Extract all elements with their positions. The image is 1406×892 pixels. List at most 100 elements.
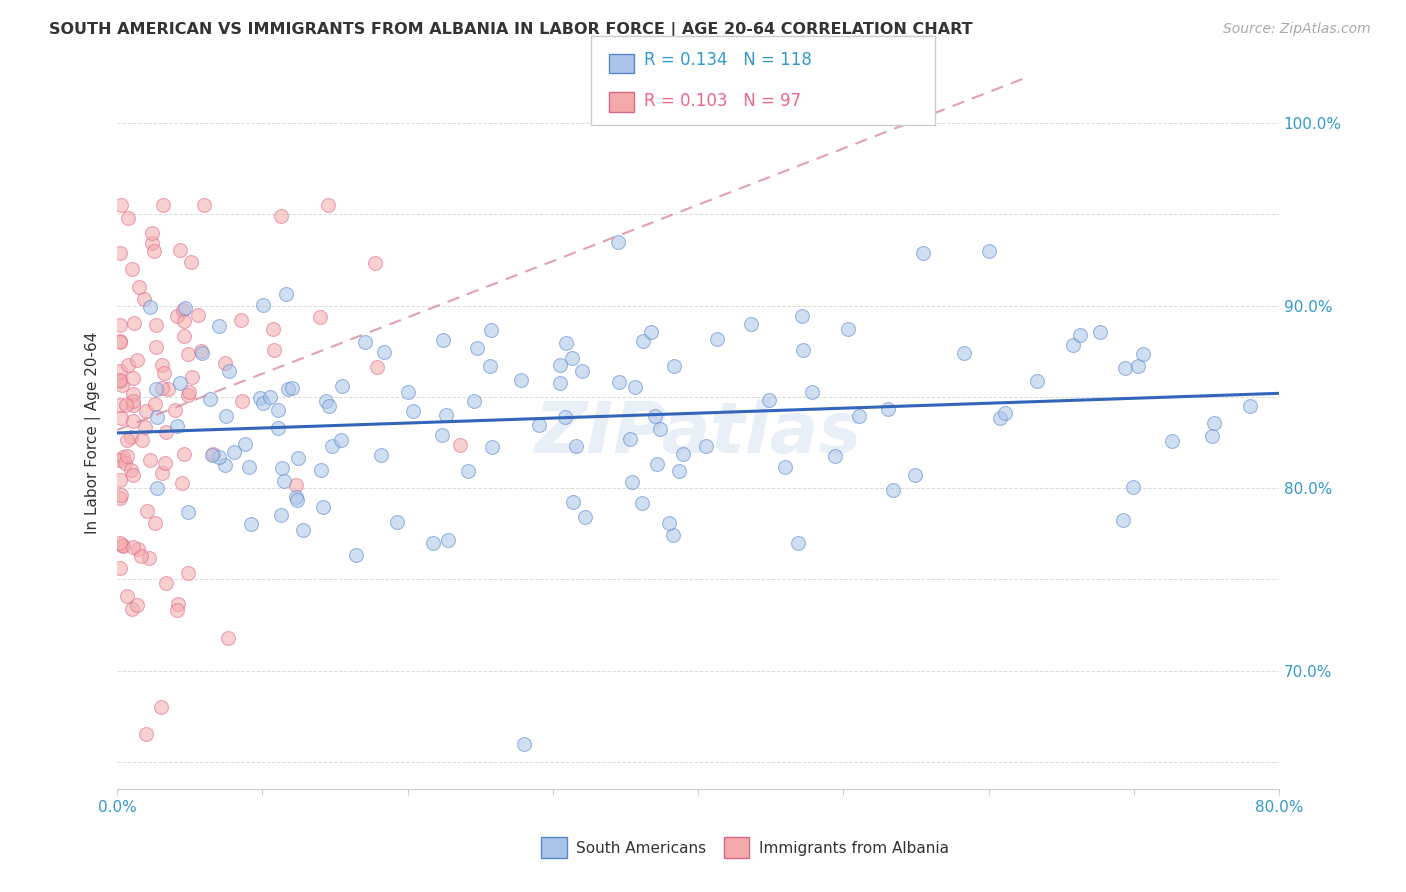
Point — [108, 374, 131, 388]
Point — [1090, 325, 1112, 339]
Point — [173, 314, 195, 328]
Point — [904, 468, 927, 483]
Point — [146, 410, 169, 425]
Point — [127, 598, 149, 612]
Point — [366, 360, 388, 375]
Point — [706, 332, 728, 346]
Point — [120, 430, 142, 444]
Point — [155, 456, 177, 470]
Point — [1202, 417, 1225, 431]
Point — [190, 346, 212, 360]
Point — [108, 491, 131, 506]
Point — [311, 463, 333, 477]
Point — [1114, 361, 1136, 376]
Point — [150, 467, 173, 481]
Point — [437, 533, 460, 548]
Point — [668, 464, 690, 478]
Point — [277, 382, 299, 396]
Point — [1069, 327, 1091, 342]
Point — [125, 353, 148, 368]
Point — [166, 309, 188, 323]
Point — [108, 245, 131, 260]
Point — [422, 536, 444, 550]
Point — [167, 597, 190, 611]
Point — [176, 347, 198, 361]
Point — [330, 433, 353, 447]
Point — [801, 385, 824, 400]
Point — [658, 516, 681, 531]
Point — [385, 515, 408, 529]
Point — [824, 449, 846, 463]
Point — [177, 566, 200, 581]
Point — [285, 490, 308, 504]
Point — [344, 548, 367, 562]
Point — [152, 198, 174, 212]
Point — [1112, 513, 1135, 527]
Point — [1161, 434, 1184, 449]
Point — [108, 398, 131, 412]
Point — [402, 404, 425, 418]
Point — [792, 343, 814, 358]
Point — [287, 492, 309, 507]
Point — [273, 475, 295, 489]
Point — [108, 334, 131, 348]
Point — [141, 226, 163, 240]
Point — [201, 449, 224, 463]
Point — [672, 447, 695, 461]
Point — [321, 439, 343, 453]
Point — [650, 422, 672, 436]
Point — [619, 432, 641, 446]
Point — [132, 292, 155, 306]
Point — [574, 509, 596, 524]
Point — [773, 459, 796, 474]
Point — [432, 333, 454, 347]
Point — [550, 358, 572, 372]
Text: ZIPatlas: ZIPatlas — [534, 399, 862, 467]
Point — [173, 329, 195, 343]
Point — [122, 540, 145, 554]
Point — [120, 463, 142, 477]
Point — [108, 363, 131, 377]
Point — [190, 344, 212, 359]
Point — [270, 508, 292, 523]
Point — [136, 504, 159, 518]
Point — [117, 211, 139, 225]
Point — [787, 536, 810, 550]
Point — [111, 378, 134, 392]
Point — [108, 318, 131, 333]
Point — [127, 542, 149, 557]
Point — [463, 394, 485, 409]
Point — [554, 410, 576, 425]
Point — [479, 359, 502, 373]
Point — [630, 496, 652, 510]
Point — [513, 737, 536, 751]
Point — [548, 376, 571, 390]
Point — [240, 517, 263, 532]
Point — [624, 380, 647, 394]
Point — [121, 414, 143, 428]
Point — [146, 481, 169, 495]
Point — [1201, 428, 1223, 442]
Text: R = 0.134   N = 118: R = 0.134 N = 118 — [644, 51, 811, 69]
Point — [139, 453, 162, 467]
Point — [173, 446, 195, 460]
Point — [218, 364, 240, 378]
Point — [285, 478, 308, 492]
Point — [465, 341, 488, 355]
Point — [198, 392, 221, 406]
Point — [396, 385, 419, 400]
Point — [122, 468, 145, 483]
Point — [262, 321, 284, 335]
Point — [111, 539, 134, 553]
Point — [554, 335, 576, 350]
Point — [108, 452, 131, 467]
Point — [177, 388, 200, 402]
Point — [153, 366, 176, 380]
Point — [644, 409, 666, 424]
Point — [481, 440, 503, 454]
Point — [114, 398, 136, 412]
Text: R = 0.103   N = 97: R = 0.103 N = 97 — [644, 92, 801, 110]
Point — [155, 425, 177, 439]
Point — [274, 286, 297, 301]
Point — [138, 550, 160, 565]
